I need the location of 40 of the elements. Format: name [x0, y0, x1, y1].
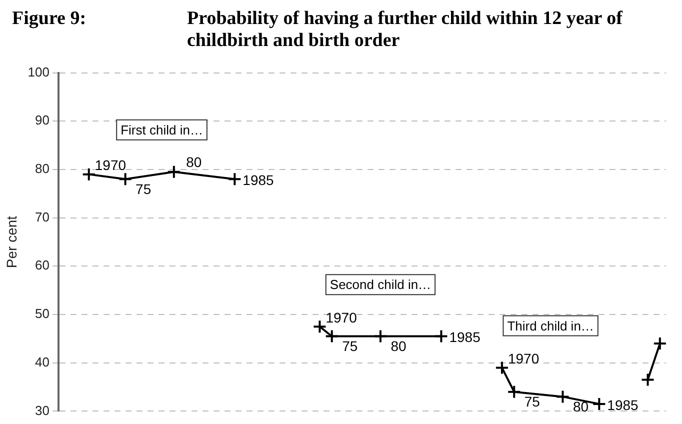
point [324, 329, 339, 344]
y-tick-label: 40 [35, 354, 50, 370]
annotation: 1985 [449, 329, 481, 346]
point [166, 164, 181, 179]
chart-subtitle: Probability of having a further child within 12 year of childbirth and birth order [187, 8, 624, 53]
point [640, 372, 655, 387]
point [652, 336, 667, 351]
point [592, 396, 606, 411]
annotation: Second child in… [330, 277, 432, 292]
point [556, 390, 570, 404]
y-axis-title: Per cent [3, 216, 20, 268]
point [434, 329, 448, 344]
annotation: 1970 [508, 350, 540, 367]
annotation: 80 [572, 398, 589, 415]
y-tick-label: 50 [35, 306, 50, 322]
y-tick-label: 80 [35, 161, 50, 176]
annotation: 1970 [326, 309, 358, 326]
annotation: 1985 [242, 172, 274, 188]
point [373, 329, 388, 344]
point [82, 167, 96, 182]
point [494, 360, 509, 375]
annotation: 80 [390, 338, 406, 354]
point [507, 384, 522, 399]
y-tick-label: 70 [35, 209, 50, 224]
annotation: 75 [524, 394, 540, 410]
point [228, 172, 242, 186]
annotation: First child in… [120, 122, 203, 138]
y-tick-label: 30 [35, 402, 50, 418]
y-tick-label: 60 [35, 258, 50, 273]
annotation: 1970 [94, 157, 126, 174]
point [312, 320, 327, 334]
annotation: 75 [342, 338, 358, 354]
annotation: Third child in… [507, 318, 594, 334]
y-tick-label: 90 [35, 112, 50, 128]
annotation: 80 [186, 154, 202, 170]
chart-title: Figure 9: [12, 8, 88, 31]
annotation: 75 [136, 181, 152, 198]
y-tick-label: 100 [28, 64, 50, 80]
annotation: 1985 [607, 396, 639, 413]
point [118, 172, 132, 186]
